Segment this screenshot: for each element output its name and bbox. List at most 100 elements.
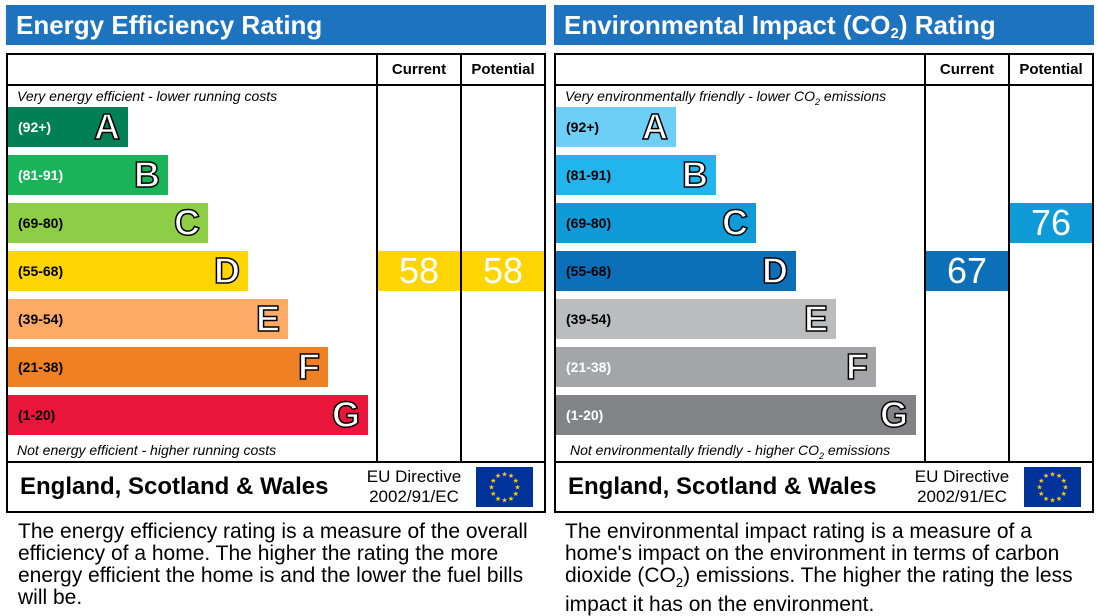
star-icon: ★ <box>501 497 507 505</box>
rating-band-g: (1-20) G <box>8 393 368 436</box>
energy-description: The energy efficiency rating is a measur… <box>18 520 528 609</box>
rating-band-d: (55-68) D <box>8 249 248 292</box>
top-caption: Very environmentally friendly - lower CO… <box>565 88 887 107</box>
star-icon: ★ <box>508 495 514 503</box>
panel-footer: England, Scotland & Wales EU Directive 2… <box>6 463 546 513</box>
band-range: (55-68) <box>566 263 612 279</box>
region-label: England, Scotland & Wales <box>20 473 329 500</box>
star-icon: ★ <box>508 472 514 480</box>
band-range: (39-54) <box>566 311 612 327</box>
column-divider <box>1008 55 1010 461</box>
band-range: (21-38) <box>18 359 64 375</box>
rating-band-a: (92+) A <box>8 105 128 148</box>
band-range: (92+) <box>566 119 600 135</box>
directive-line: EU Directive <box>366 467 462 486</box>
panel-title: Environmental Impact (CO2) Rating <box>554 5 1094 45</box>
rating-band-d: (55-68) D <box>556 249 796 292</box>
star-icon: ★ <box>1049 471 1055 479</box>
band-letter: A <box>641 105 669 148</box>
bottom-caption: Not energy efficient - higher running co… <box>17 442 277 458</box>
top-caption: Very energy efficient - lower running co… <box>17 88 278 104</box>
star-icon: ★ <box>1056 495 1062 503</box>
star-icon: ★ <box>1038 477 1044 485</box>
current-score: 58 <box>378 251 460 291</box>
band-letter: F <box>297 345 321 388</box>
rating-band-b: (81-91) B <box>556 153 716 196</box>
star-icon: ★ <box>1043 472 1049 480</box>
star-icon: ★ <box>495 495 501 503</box>
band-range: (39-54) <box>18 311 64 327</box>
rating-band-a: (92+) A <box>556 105 676 148</box>
potential-score: 58 <box>462 251 544 291</box>
band-letter: E <box>255 297 281 340</box>
panel-footer: England, Scotland & Wales EU Directive 2… <box>554 463 1094 513</box>
eu-flag-icon: ★ ★ ★ ★ ★ ★ ★ ★ ★ ★ ★ ★ <box>476 467 533 507</box>
rating-band-f: (21-38) F <box>8 345 328 388</box>
star-icon: ★ <box>1036 484 1042 492</box>
star-icon: ★ <box>1061 490 1067 498</box>
band-range: (81-91) <box>566 167 612 183</box>
band-letter: D <box>761 249 789 292</box>
current-column-header: Current <box>939 61 995 78</box>
band-letter: A <box>93 105 121 148</box>
star-icon: ★ <box>1056 472 1062 480</box>
band-letter: G <box>879 393 909 436</box>
star-icon: ★ <box>501 471 507 479</box>
band-range: (1-20) <box>566 407 604 423</box>
star-icon: ★ <box>513 490 519 498</box>
rating-band-c: (69-80) C <box>556 201 756 244</box>
directive-line: EU Directive <box>914 467 1010 486</box>
star-icon: ★ <box>495 472 501 480</box>
band-letter: C <box>173 201 201 244</box>
current-column-header: Current <box>391 61 447 78</box>
rating-band-c: (69-80) C <box>8 201 208 244</box>
current-score: 67 <box>926 251 1008 291</box>
header-divider <box>8 84 544 86</box>
environmental-impact-panel: Environmental Impact (CO2) Rating Curren… <box>554 5 1094 513</box>
rating-band-e: (39-54) E <box>8 297 288 340</box>
panel-title: Energy Efficiency Rating <box>6 5 546 45</box>
band-letter: D <box>213 249 241 292</box>
band-letter: G <box>331 393 361 436</box>
rating-band-e: (39-54) E <box>556 297 836 340</box>
band-range: (92+) <box>18 119 52 135</box>
energy-efficiency-chart: Current Potential Very energy efficient … <box>6 53 546 463</box>
band-range: (21-38) <box>566 359 612 375</box>
environmental-impact-chart: Current Potential Very environmentally f… <box>554 53 1094 463</box>
rating-band-g: (1-20) G <box>556 393 916 436</box>
band-letter: C <box>721 201 749 244</box>
band-range: (69-80) <box>18 215 64 231</box>
potential-score: 76 <box>1010 203 1092 243</box>
column-divider <box>924 55 926 461</box>
star-icon: ★ <box>1061 477 1067 485</box>
eu-directive: EU Directive 2002/91/EC <box>360 467 468 507</box>
rating-band-f: (21-38) F <box>556 345 876 388</box>
energy-efficiency-panel: Energy Efficiency Rating Current Potenti… <box>6 5 546 513</box>
star-icon: ★ <box>514 484 520 492</box>
eu-flag-icon: ★ ★ ★ ★ ★ ★ ★ ★ ★ ★ ★ ★ <box>1024 467 1081 507</box>
star-icon: ★ <box>1038 490 1044 498</box>
potential-column-header: Potential <box>471 61 535 78</box>
star-icon: ★ <box>1043 495 1049 503</box>
star-icon: ★ <box>1062 484 1068 492</box>
star-icon: ★ <box>513 477 519 485</box>
eu-directive: EU Directive 2002/91/EC <box>908 467 1016 507</box>
band-letter: F <box>845 345 869 388</box>
star-icon: ★ <box>490 490 496 498</box>
environmental-description: The environmental impact rating is a mea… <box>565 520 1073 616</box>
star-icon: ★ <box>490 477 496 485</box>
band-letter: E <box>803 297 829 340</box>
band-range: (69-80) <box>566 215 612 231</box>
potential-column-header: Potential <box>1019 61 1083 78</box>
band-letter: B <box>681 153 709 196</box>
rating-band-b: (81-91) B <box>8 153 168 196</box>
bottom-caption: Not environmentally friendly - higher CO… <box>570 442 891 461</box>
header-divider <box>556 84 1092 86</box>
directive-number: 2002/91/EC <box>917 487 1007 506</box>
band-letter: B <box>133 153 161 196</box>
band-range: (55-68) <box>18 263 64 279</box>
band-range: (81-91) <box>18 167 64 183</box>
star-icon: ★ <box>488 484 494 492</box>
region-label: England, Scotland & Wales <box>568 473 877 500</box>
star-icon: ★ <box>1049 497 1055 505</box>
